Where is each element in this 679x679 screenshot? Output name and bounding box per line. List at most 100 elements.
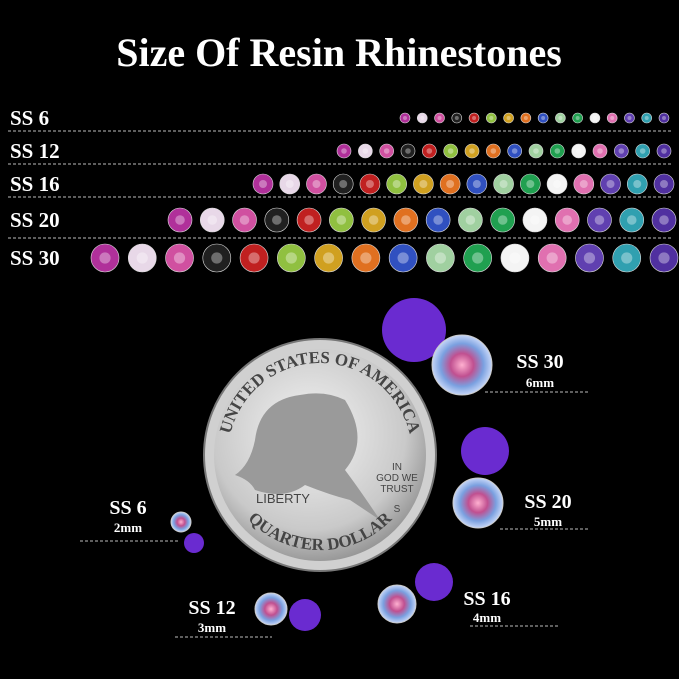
row-label: SS 6 [10,106,49,130]
rhinestone [573,173,595,195]
size-mm: 4mm [473,610,501,625]
size-label: SS 6 [109,497,146,519]
coin-mint: S [394,504,401,515]
rhinestone [165,243,194,273]
rhinestone [600,173,621,195]
coin-liberty: LIBERTY [256,491,310,506]
rhinestone [413,173,434,195]
rhinestone-facet [360,252,372,264]
rhinestone-facet [490,148,497,154]
rhinestone-facet [239,215,250,225]
rhinestone-facet [434,252,446,264]
rhinestone-facet [592,116,597,120]
rhinestone-facet [594,215,605,225]
rhinestone [619,207,645,233]
size-mm: 6mm [526,375,554,390]
rhinestone [358,143,373,159]
rhinestone [490,207,515,233]
rhinestone [464,143,480,159]
rhinestone-facet [403,116,407,120]
flat-back [289,599,321,631]
row-label: SS 30 [10,246,60,270]
rhinestone-facet [368,215,379,225]
rhinestone-facet [511,148,518,154]
rhinestone-facet [465,215,476,225]
rhinestone-facet [433,215,443,225]
rhinestone [507,143,522,159]
rhinestone [127,243,157,273]
rhinestone [377,584,417,624]
rhinestone [379,143,394,159]
rhinestone-facet [558,116,563,120]
rhinestone-facet [437,116,442,120]
coin-portrait [235,393,380,520]
rhinestone [468,112,480,124]
rhinestone-facet [446,180,455,188]
rhinestone-facet [392,180,401,188]
rhinestone-facet [211,252,223,264]
rhinestone [167,207,193,233]
rhinestone [202,243,232,273]
rhinestone [612,243,642,273]
rhinestone [554,207,580,233]
rhinestone [359,173,381,195]
rhinestone [90,243,120,273]
rhinestone-facet [606,180,615,188]
rhinestone [486,112,497,124]
rhinestone [431,334,493,396]
rhinestone-facet [627,116,632,120]
rhinestone-facet [575,116,580,120]
rhinestone-facet [469,148,475,154]
rhinestone-facet [662,116,666,120]
rhinestone-facet [659,215,669,225]
rhinestone-facet [499,180,508,188]
rhinestone-facet [405,148,411,154]
rhinestone-facet [207,215,218,225]
coin-motto: GOD WE [376,473,418,484]
rhinestone-facet [420,116,425,120]
rhinestone [503,112,514,124]
flat-back [382,298,446,362]
rhinestone [520,112,532,124]
rhinestone-facet [341,148,347,154]
rhinestone [624,112,635,124]
rhinestone [443,143,458,159]
rhinestone-facet [509,252,521,264]
rhinestone [649,243,679,273]
rhinestone [658,112,670,124]
rhinestone [572,112,583,124]
coin-motto: IN [392,462,402,473]
rhinestone [434,112,445,124]
rhinestone-facet [533,148,539,154]
rhinestone [329,207,354,233]
coin-motto: TRUST [380,484,413,495]
rhinestone [393,207,419,233]
rhinestone [399,112,411,124]
rhinestone [641,112,653,124]
rhinestone-facet [173,252,186,264]
rhinestone [500,243,530,273]
rhinestone-facet [447,148,454,154]
rhinestone [422,143,437,159]
rhinestone-facet [285,252,297,264]
rhinestone-facet [618,148,625,154]
rhinestone [386,173,407,195]
rhinestone [653,173,675,195]
rhinestone-facet [489,116,494,120]
rhinestone [336,143,352,159]
rhinestone-facet [497,215,508,225]
rhinestone-facet [472,252,484,264]
rhinestone-facet [610,116,615,120]
rhinestone [587,207,612,233]
rhinestone [199,207,225,233]
rhinestone [252,173,274,195]
size-mm: 2mm [114,520,142,535]
rhinestone [575,243,604,273]
rhinestone-facet [583,252,596,264]
rhinestone-facet [312,180,321,188]
rhinestone-facet [658,252,670,264]
rhinestone [296,207,322,233]
rhinestone [493,173,514,195]
rhinestone-facet [323,252,335,264]
rhinestone [550,143,565,159]
